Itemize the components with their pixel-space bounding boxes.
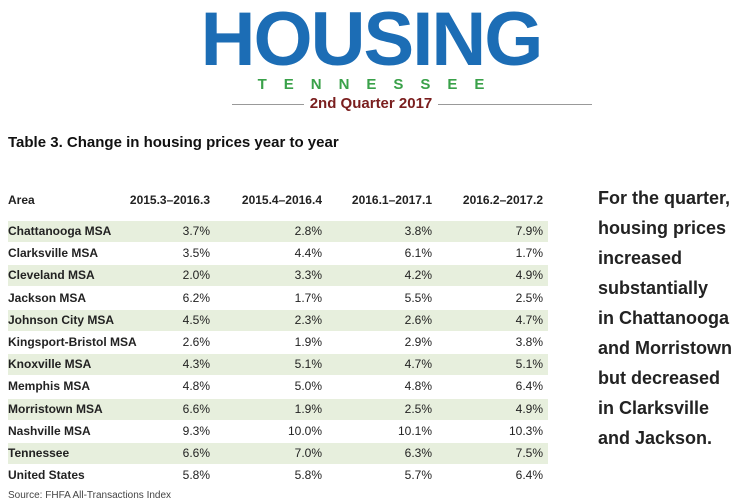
cell-value: 4.7% [515, 312, 543, 327]
cell-value: 4.3% [182, 357, 210, 372]
sidebar-line: and Morristown [598, 338, 732, 358]
row-label: Jackson MSA [8, 290, 87, 305]
row-label: United States [8, 468, 85, 483]
cell-value: 6.4% [515, 468, 543, 483]
cell-value: 9.3% [182, 423, 210, 438]
sidebar-line: in Chattanooga [598, 308, 729, 328]
column-header: 2016.2–2017.2 [462, 193, 543, 207]
cell-value: 2.5% [515, 290, 543, 305]
cell-value: 4.9% [515, 401, 543, 416]
row-label: Memphis MSA [8, 379, 91, 394]
edition-wrap: 2nd Quarter 2017 [0, 95, 742, 113]
cell-value: 3.3% [294, 268, 322, 283]
cell-value: 5.8% [182, 468, 210, 483]
cell-value: 5.7% [404, 468, 432, 483]
column-header: 2015.3–2016.3 [129, 193, 210, 207]
cell-value: 6.6% [182, 446, 210, 460]
cell-value: 2.6% [404, 312, 432, 327]
cell-value: 6.2% [182, 290, 210, 305]
cell-value: 5.0% [294, 379, 322, 394]
row-band [8, 443, 548, 464]
cell-value: 1.9% [294, 335, 322, 349]
sidebar-line: increased [598, 248, 683, 268]
column-header: 2015.4–2016.4 [241, 193, 322, 207]
row-label: Clarksville MSA [8, 246, 99, 261]
sidebar-line: For the quarter, [598, 188, 731, 208]
column-header: Area [8, 193, 35, 207]
row-band [8, 265, 548, 287]
cell-value: 4.9% [515, 268, 543, 283]
cell-value: 3.8% [515, 335, 543, 349]
logo: HOUSING [200, 0, 544, 82]
cell-value: 4.8% [404, 379, 432, 394]
cell-value: 6.1% [404, 246, 432, 261]
source: Source: FHFA All-Transactions Index [8, 490, 172, 500]
cell-value: 2.8% [294, 224, 322, 238]
column-header: 2016.1–2017.1 [351, 193, 432, 207]
row-band [8, 354, 548, 376]
row-band [8, 221, 548, 242]
cell-value: 5.5% [404, 290, 432, 305]
cell-value: 4.2% [404, 268, 432, 283]
row-label: Nashville MSA [8, 423, 91, 438]
row-label: Chattanooga MSA [8, 224, 112, 238]
cell-value: 2.3% [294, 312, 322, 327]
cell-value: 2.5% [404, 401, 432, 416]
cell-value: 5.1% [515, 357, 543, 372]
row-label: Tennessee [8, 446, 70, 460]
sidebar-line: substantially [598, 278, 709, 298]
cell-value: 3.8% [404, 224, 432, 238]
row-label: Morristown MSA [8, 401, 103, 416]
cell-value: 7.9% [515, 224, 543, 238]
cell-value: 7.0% [294, 446, 322, 460]
cell-value: 4.7% [404, 357, 432, 372]
cell-value: 2.6% [182, 335, 210, 349]
cell-value: 4.4% [294, 246, 322, 261]
cell-value: 3.7% [182, 224, 210, 238]
cell-value: 6.4% [515, 379, 543, 394]
cell-value: 3.5% [182, 246, 210, 261]
edition: 2nd Quarter 2017 [303, 95, 439, 112]
state-name: TENNESSEE [257, 76, 502, 93]
cell-value: 5.1% [294, 357, 322, 372]
cell-value: 4.8% [182, 379, 210, 394]
row-label: Kingsport-Bristol MSA [8, 335, 137, 349]
cell-value: 7.5% [515, 446, 543, 460]
cell-value: 1.9% [294, 401, 322, 416]
cell-value: 2.0% [182, 268, 210, 283]
cell-value: 6.6% [182, 401, 210, 416]
cell-value: 10.3% [508, 423, 543, 438]
sidebar-line: but decreased [598, 368, 721, 388]
cell-value: 5.8% [294, 468, 322, 483]
cell-value: 10.0% [287, 423, 322, 438]
row-label: Knoxville MSA [8, 357, 92, 372]
sidebar-line: in Clarksville [598, 398, 710, 418]
cell-value: 1.7% [294, 290, 322, 305]
row-label: Johnson City MSA [8, 312, 115, 327]
row-band [8, 309, 548, 331]
cell-value: 10.1% [397, 423, 432, 438]
cell-value: 2.9% [404, 335, 432, 349]
sidebar-line: and Jackson. [598, 428, 713, 448]
table-title: Table 3. Change in housing prices year t… [8, 134, 339, 151]
cell-value: 1.7% [515, 246, 543, 261]
cell-value: 4.5% [182, 312, 210, 327]
sidebar-line: housing prices [598, 218, 727, 238]
cell-value: 6.3% [404, 446, 432, 460]
row-label: Cleveland MSA [8, 268, 95, 283]
row-band [8, 398, 548, 420]
